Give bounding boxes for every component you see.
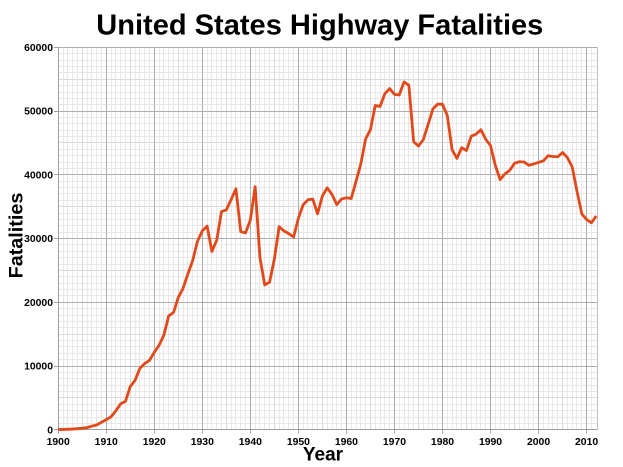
- svg-text:Fatalities: Fatalities: [5, 193, 27, 279]
- svg-text:1940: 1940: [239, 437, 262, 448]
- svg-text:2000: 2000: [527, 437, 550, 448]
- svg-text:30000: 30000: [24, 234, 53, 245]
- svg-text:2010: 2010: [575, 437, 598, 448]
- svg-text:1930: 1930: [191, 437, 214, 448]
- svg-text:1980: 1980: [431, 437, 454, 448]
- svg-text:1960: 1960: [335, 437, 358, 448]
- svg-text:1970: 1970: [383, 437, 406, 448]
- svg-text:10000: 10000: [24, 362, 53, 373]
- svg-text:0: 0: [47, 425, 53, 436]
- svg-text:50000: 50000: [24, 107, 53, 118]
- svg-text:1900: 1900: [47, 437, 70, 448]
- svg-text:United States Highway Fataliti: United States Highway Fatalities: [96, 9, 543, 41]
- svg-text:1990: 1990: [479, 437, 502, 448]
- svg-text:1910: 1910: [95, 437, 118, 448]
- svg-text:1950: 1950: [287, 437, 310, 448]
- svg-text:Year: Year: [303, 444, 344, 465]
- svg-text:40000: 40000: [24, 170, 53, 181]
- svg-text:60000: 60000: [24, 43, 53, 54]
- svg-text:20000: 20000: [24, 298, 53, 309]
- svg-text:1920: 1920: [143, 437, 166, 448]
